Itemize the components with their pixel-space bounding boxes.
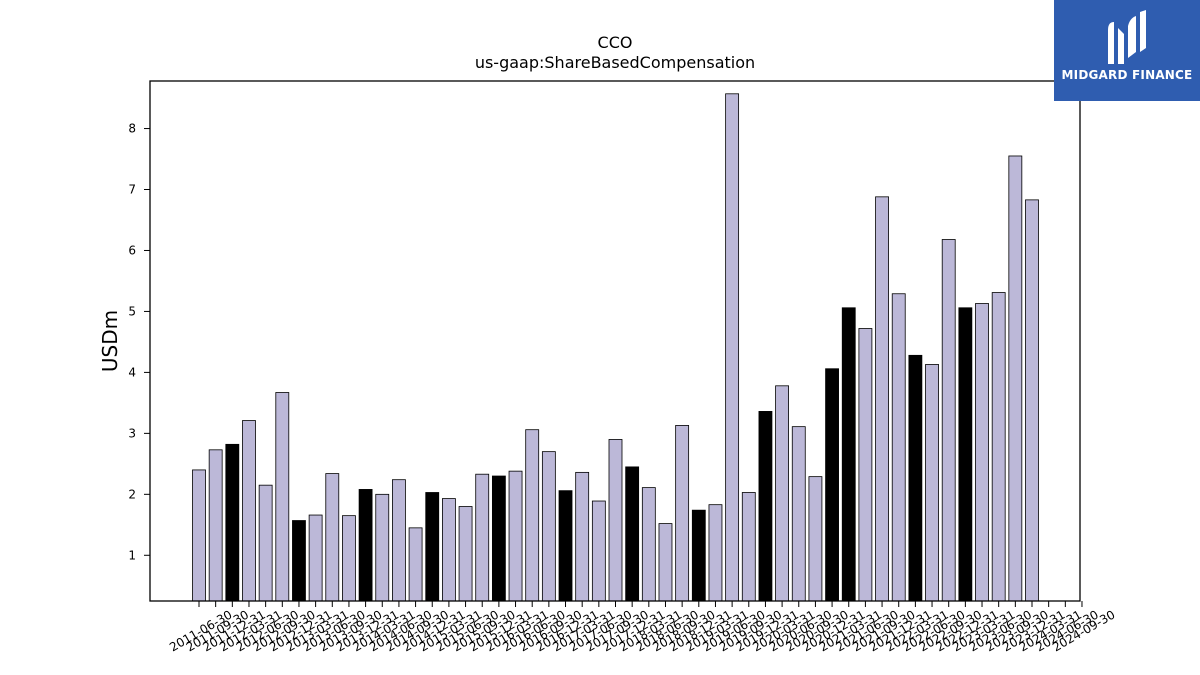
y-tick-label: 2 (128, 487, 136, 501)
bar (358, 489, 373, 602)
y-tick-label: 6 (128, 243, 136, 257)
bar (641, 487, 656, 602)
bar (775, 385, 789, 602)
bar (675, 425, 690, 602)
bar (375, 493, 390, 602)
bar (225, 443, 240, 602)
bar (708, 504, 723, 602)
bar (658, 523, 673, 602)
bar (441, 498, 456, 602)
bar (625, 466, 640, 602)
y-tick-label: 5 (128, 304, 136, 318)
y-axis-ticks: 1 2 3 4 5 6 7 8 (128, 122, 150, 562)
bar (808, 476, 823, 602)
bar (308, 514, 323, 602)
y-axis-label: USDm (98, 310, 122, 372)
bar (1008, 155, 1023, 602)
plot-frame (149, 80, 1081, 602)
bar (758, 411, 773, 602)
bar (208, 449, 223, 602)
bar (908, 354, 923, 602)
bar (608, 439, 623, 602)
bar (192, 469, 206, 602)
bar (991, 292, 1006, 602)
bar (558, 490, 573, 602)
bar (741, 492, 756, 602)
y-tick-label: 3 (128, 426, 136, 440)
bar (591, 500, 606, 602)
bar (875, 196, 889, 602)
bar (458, 506, 473, 602)
bar (941, 239, 956, 602)
bar (891, 293, 906, 602)
chart-title: CCO (598, 33, 633, 52)
brand-logo: MIDGARD FINANCE (1054, 0, 1200, 101)
bars-group (192, 93, 1039, 602)
bar (292, 520, 306, 602)
bar (525, 429, 540, 602)
bar (975, 303, 989, 602)
bar (541, 451, 556, 602)
bar (425, 492, 440, 602)
bar (858, 328, 873, 602)
y-tick-label: 4 (128, 365, 136, 379)
bar (325, 473, 340, 602)
bar (825, 368, 839, 602)
bar (275, 392, 290, 602)
chart-subtitle: us-gaap:ShareBasedCompensation (475, 53, 755, 72)
bar (791, 426, 806, 602)
bar (691, 509, 706, 602)
brand-name: MIDGARD FINANCE (1061, 68, 1193, 82)
y-tick-label: 7 (128, 183, 136, 197)
bar (725, 93, 740, 602)
bar (841, 307, 856, 602)
x-axis-ticks: 2011-06-302011-09-302011-12-312012-03-31… (167, 601, 1117, 654)
bar (475, 473, 490, 602)
bar (258, 484, 273, 602)
bar (342, 515, 356, 602)
bar (242, 420, 256, 602)
y-tick-label: 1 (128, 548, 136, 562)
midgard-logo-icon (1108, 10, 1146, 64)
y-tick-label: 8 (128, 122, 136, 136)
bar (925, 364, 939, 602)
bar (491, 475, 506, 602)
bar (958, 307, 973, 602)
bar (408, 527, 423, 602)
bar (575, 471, 590, 602)
bar (392, 479, 406, 602)
bar (1025, 199, 1039, 602)
bar (508, 470, 523, 602)
